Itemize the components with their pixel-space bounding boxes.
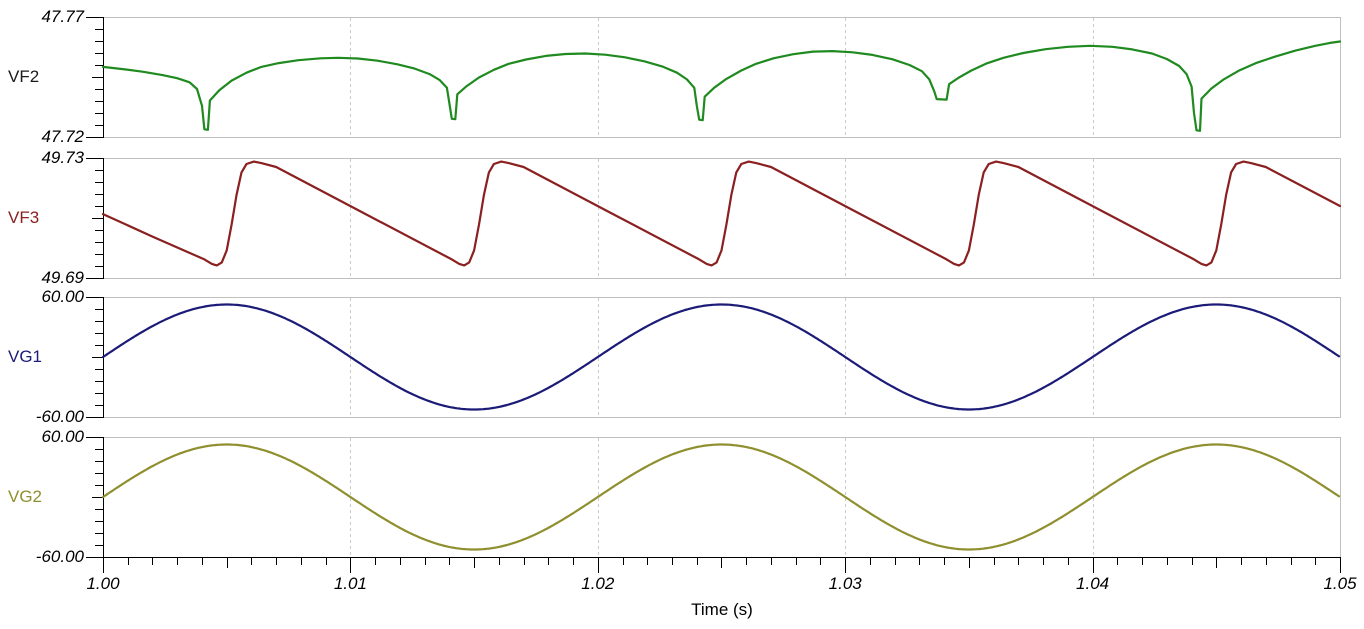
y-max-label-vg1: 60.00	[41, 287, 84, 306]
x-tick-label-1.01: 1.01	[333, 574, 367, 593]
trace-vf3	[101, 160, 1342, 267]
x-tick-label-1.02: 1.02	[581, 574, 615, 593]
y-max-label-vf2: 47.77	[41, 7, 84, 26]
curve-label-vg2: VG2	[8, 487, 43, 506]
panel-plot-vg1	[86, 297, 1341, 418]
panel-plot-vg2	[86, 437, 1341, 558]
y-max-label-vf3: 49.73	[41, 148, 84, 167]
panel-plot-vf3	[86, 158, 1342, 279]
y-min-label-vf3: 49.69	[41, 268, 84, 287]
y-min-label-vf2: 47.72	[41, 127, 84, 146]
x-tick-label-1.05: 1.05	[1323, 574, 1357, 593]
x-tick-label-1.04: 1.04	[1076, 574, 1110, 593]
curve-label-vf2: VF2	[8, 67, 40, 86]
trace-vg1	[101, 303, 1341, 411]
trace-vg2	[101, 443, 1341, 551]
x-tick-label-1.00: 1.00	[86, 574, 120, 593]
y-min-label-vg2: -60.00	[35, 547, 84, 566]
panel-plot-vf2	[86, 17, 1342, 138]
curve-label-vf3: VF3	[8, 208, 40, 227]
x-axis-title: Time (s)	[691, 600, 753, 619]
trace-vf2	[101, 40, 1342, 132]
x-axis	[103, 557, 1341, 573]
curve-label-vg1: VG1	[8, 347, 43, 366]
y-min-label-vg1: -60.00	[35, 407, 84, 426]
x-tick-label-1.03: 1.03	[828, 574, 862, 593]
y-max-label-vg2: 60.00	[41, 427, 84, 446]
